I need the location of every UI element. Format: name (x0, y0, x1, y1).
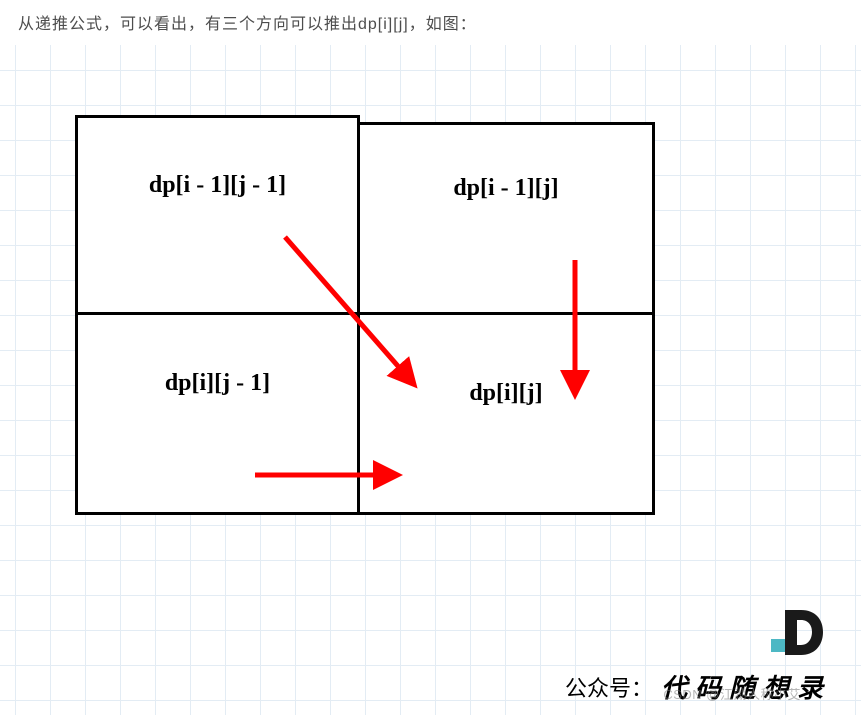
cell-label-bl: dp[i][j - 1] (165, 370, 270, 457)
watermark-text: CSDN @江湖人称小艾 (663, 684, 801, 703)
cell-label-br: dp[i][j] (469, 380, 542, 447)
footer-label: 公众号： (565, 671, 653, 703)
logo-d-icon (771, 605, 826, 660)
cell-top-right: dp[i - 1][j] (357, 122, 655, 315)
logo-letter-d (785, 610, 823, 655)
header-text: 从递推公式，可以看出，有三个方向可以推出dp[i][j]，如图： (18, 10, 477, 34)
cell-label-tl: dp[i - 1][j - 1] (149, 172, 286, 259)
cell-bottom-left: dp[i][j - 1] (75, 312, 360, 515)
cell-label-tr: dp[i - 1][j] (453, 175, 558, 262)
dp-table: dp[i - 1][j - 1] dp[i - 1][j] dp[i][j - … (75, 115, 655, 515)
cell-bottom-right: dp[i][j] (357, 312, 655, 515)
cell-top-left: dp[i - 1][j - 1] (75, 115, 360, 315)
